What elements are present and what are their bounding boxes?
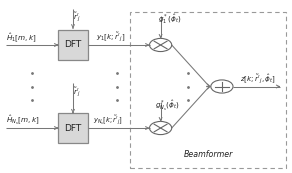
- Text: $\tilde{r}'_j$: $\tilde{r}'_j$: [73, 85, 81, 99]
- Text: $g^*_{N_s}(\hat{\phi}_t)$: $g^*_{N_s}(\hat{\phi}_t)$: [155, 99, 179, 113]
- Text: $g_1^*(\hat{\phi}_t)$: $g_1^*(\hat{\phi}_t)$: [158, 12, 181, 25]
- Text: $z[k;\tilde{r}'_j,\hat{\phi}_t]$: $z[k;\tilde{r}'_j,\hat{\phi}_t]$: [240, 73, 276, 86]
- Bar: [58, 113, 88, 143]
- Bar: [130, 12, 286, 168]
- Text: $y_1[k;\tilde{r}'_j]$: $y_1[k;\tilde{r}'_j]$: [96, 30, 126, 44]
- Bar: [58, 30, 88, 60]
- Text: DFT: DFT: [64, 40, 82, 49]
- Text: Beamformer: Beamformer: [183, 150, 233, 159]
- Text: $\hat{H}_1[m,k]$: $\hat{H}_1[m,k]$: [6, 31, 37, 44]
- Text: $\tilde{r}'_j$: $\tilde{r}'_j$: [73, 10, 81, 24]
- Text: DFT: DFT: [64, 124, 82, 133]
- Text: $y_{N_s}[k;\tilde{r}'_j]$: $y_{N_s}[k;\tilde{r}'_j]$: [93, 113, 124, 127]
- Text: $\hat{H}_{N_s}[m,k]$: $\hat{H}_{N_s}[m,k]$: [6, 114, 39, 127]
